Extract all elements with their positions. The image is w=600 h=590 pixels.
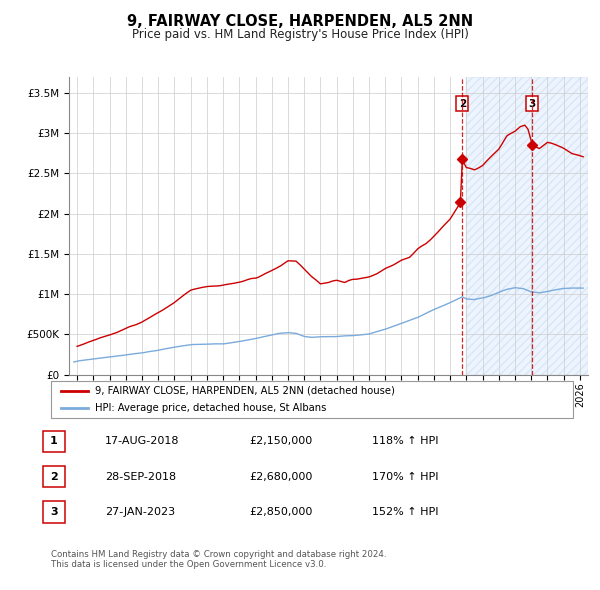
- FancyBboxPatch shape: [43, 466, 65, 487]
- Text: £2,680,000: £2,680,000: [249, 472, 313, 481]
- Text: Price paid vs. HM Land Registry's House Price Index (HPI): Price paid vs. HM Land Registry's House …: [131, 28, 469, 41]
- Text: £2,150,000: £2,150,000: [249, 437, 312, 446]
- FancyBboxPatch shape: [43, 431, 65, 452]
- Text: 1: 1: [50, 437, 58, 446]
- Bar: [466, 77, 588, 375]
- Text: 9, FAIRWAY CLOSE, HARPENDEN, AL5 2NN: 9, FAIRWAY CLOSE, HARPENDEN, AL5 2NN: [127, 14, 473, 28]
- FancyBboxPatch shape: [51, 381, 573, 418]
- Text: 2: 2: [458, 99, 466, 109]
- FancyBboxPatch shape: [43, 502, 65, 523]
- Text: 9, FAIRWAY CLOSE, HARPENDEN, AL5 2NN (detached house): 9, FAIRWAY CLOSE, HARPENDEN, AL5 2NN (de…: [95, 386, 395, 395]
- Text: Contains HM Land Registry data © Crown copyright and database right 2024.
This d: Contains HM Land Registry data © Crown c…: [51, 550, 386, 569]
- Text: 17-AUG-2018: 17-AUG-2018: [105, 437, 179, 446]
- Text: 28-SEP-2018: 28-SEP-2018: [105, 472, 176, 481]
- Text: 3: 3: [50, 507, 58, 517]
- Text: 27-JAN-2023: 27-JAN-2023: [105, 507, 175, 517]
- Text: 170% ↑ HPI: 170% ↑ HPI: [372, 472, 439, 481]
- Text: 152% ↑ HPI: 152% ↑ HPI: [372, 507, 439, 517]
- Text: HPI: Average price, detached house, St Albans: HPI: Average price, detached house, St A…: [95, 404, 327, 414]
- Text: 118% ↑ HPI: 118% ↑ HPI: [372, 437, 439, 446]
- Text: 3: 3: [529, 99, 536, 109]
- Text: £2,850,000: £2,850,000: [249, 507, 313, 517]
- Text: 2: 2: [50, 472, 58, 481]
- Bar: [466, 77, 588, 375]
